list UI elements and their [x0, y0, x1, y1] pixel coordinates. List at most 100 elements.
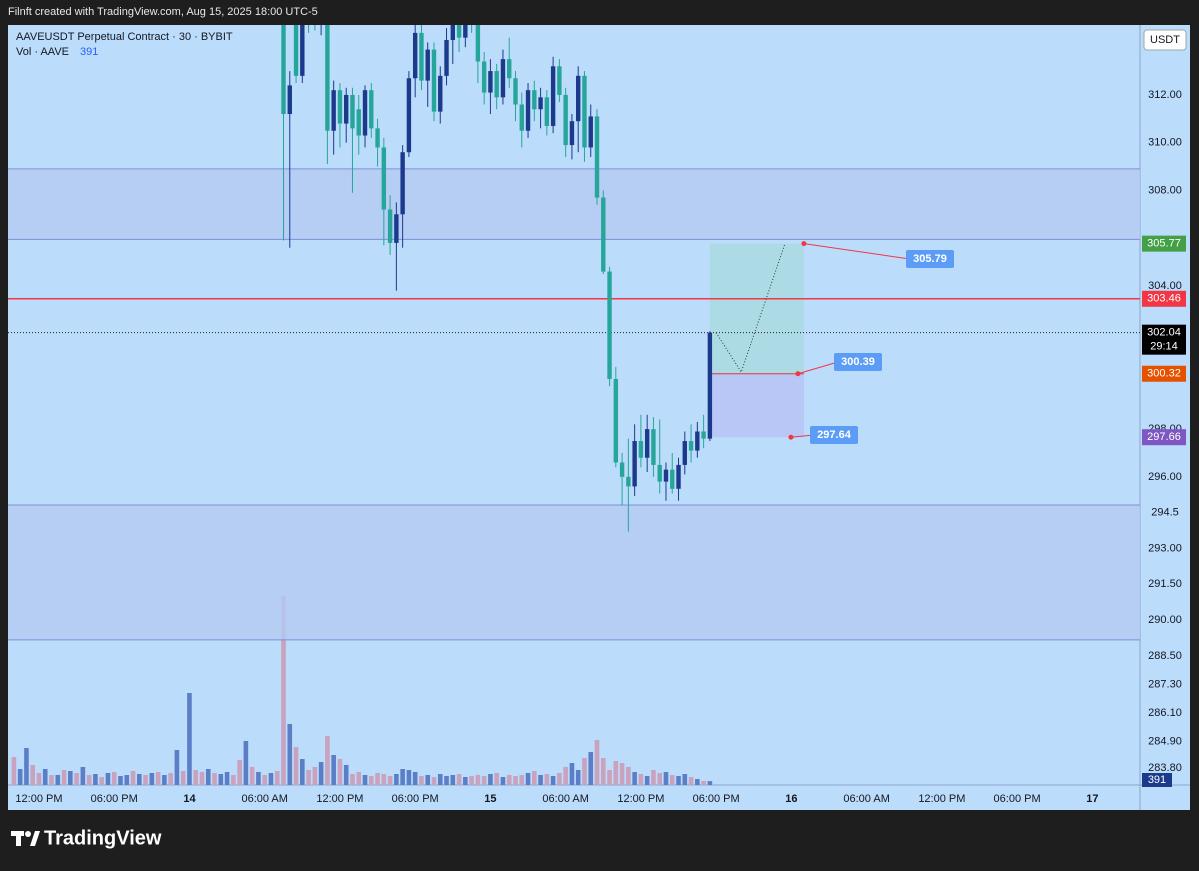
target-zone — [709, 243, 804, 374]
y-tick-label: 310.00 — [1148, 137, 1182, 149]
volume-bar — [463, 777, 468, 785]
candle-body — [688, 441, 694, 451]
candle-body — [626, 476, 631, 487]
volume-bar — [237, 760, 242, 785]
volume-bar — [613, 761, 619, 785]
volume-bar — [61, 770, 67, 785]
candle-body — [582, 75, 587, 148]
candle-body — [475, 25, 481, 62]
x-tick-label: 06:00 PM — [392, 793, 439, 805]
volume-bar — [444, 776, 449, 785]
callout-box — [906, 250, 954, 268]
volume-bar — [494, 773, 499, 785]
x-tick-label: 06:00 PM — [693, 793, 740, 805]
candle-body — [519, 104, 524, 131]
volume-bar — [481, 776, 487, 785]
x-tick-label: 06:00 PM — [91, 793, 138, 805]
candle-body — [331, 90, 336, 131]
x-tick-label: 06:00 PM — [994, 793, 1041, 805]
y-tick-label: 283.80 — [1148, 762, 1182, 774]
volume-bar — [532, 771, 537, 785]
volume-bar — [243, 741, 249, 785]
y-tick-label: 304.00 — [1148, 280, 1182, 292]
volume-bar — [682, 774, 688, 785]
volume-bar — [607, 770, 612, 785]
volume-bar — [419, 776, 424, 785]
volume-bar — [701, 781, 706, 785]
volume-bar — [218, 774, 224, 785]
stop-zone — [709, 373, 804, 438]
candle-body — [594, 116, 600, 198]
volume-bar — [506, 775, 512, 785]
volume-bar — [663, 772, 669, 785]
stop-badge — [1142, 429, 1186, 446]
volume-bar — [331, 755, 336, 785]
volume-bar — [557, 773, 562, 785]
volume-bar — [168, 773, 173, 785]
volume-bar — [337, 759, 343, 785]
target-label: 305.77 — [1147, 238, 1181, 250]
plot — [8, 25, 1140, 785]
candle-body — [701, 431, 706, 439]
volume-bar — [93, 774, 98, 785]
projection-path — [715, 243, 786, 374]
candle-body — [356, 109, 361, 136]
volume-bar — [136, 774, 142, 785]
volume-bar — [262, 775, 267, 785]
volume-bar — [212, 773, 217, 785]
volume-bar — [30, 765, 36, 785]
volume-bar — [224, 772, 230, 785]
volume-bar — [362, 775, 368, 785]
volume-bar — [588, 752, 594, 785]
candle-body — [293, 25, 299, 76]
candle-body — [488, 71, 493, 93]
volume-bar — [544, 774, 550, 785]
volume-bar — [68, 771, 73, 785]
volume-bar — [118, 776, 123, 785]
x-tick-label: 14 — [183, 793, 196, 805]
volume-bar — [519, 775, 525, 785]
y-tick-label: 287.30 — [1148, 678, 1182, 690]
volume-bar — [187, 693, 192, 785]
candle-body — [525, 90, 531, 131]
volume-bar — [676, 776, 681, 785]
callout-anchor — [788, 434, 794, 440]
candle-body — [576, 75, 581, 122]
candle-body — [412, 32, 418, 79]
candle-body — [607, 271, 612, 379]
candle-body — [507, 59, 512, 79]
volume-bar — [74, 773, 79, 785]
volume-bar — [193, 770, 199, 785]
volume-bar — [268, 773, 274, 785]
x-tick-label: 12:00 PM — [617, 793, 664, 805]
volume-bar — [17, 769, 23, 785]
candle-body — [381, 147, 387, 210]
volume-bar — [155, 772, 161, 785]
x-tick-label: 17 — [1086, 793, 1098, 805]
y-tick-label: 291.50 — [1148, 578, 1182, 590]
candle-body — [588, 116, 593, 148]
volume-bar — [569, 763, 575, 785]
candle-body — [394, 214, 399, 243]
volume-bar — [582, 758, 587, 785]
volume-bar — [318, 762, 324, 785]
candle-body — [369, 90, 374, 129]
callout-label: 305.79 — [913, 253, 947, 265]
volume-bar — [475, 775, 481, 785]
volume-bar — [55, 775, 61, 785]
candle-body — [387, 209, 393, 243]
candle-body — [456, 25, 462, 38]
resistance-label: 303.46 — [1147, 293, 1181, 305]
candle-body — [444, 40, 449, 76]
attribution: Filnft created with TradingView.com, Aug… — [8, 6, 318, 18]
volume-bar — [231, 775, 236, 785]
currency: USDT — [1150, 34, 1180, 46]
volume-bar — [300, 759, 305, 785]
volume-bar — [111, 772, 117, 785]
volume-bar — [325, 736, 330, 785]
entry-label: 300.32 — [1147, 368, 1181, 380]
candle-body — [557, 66, 562, 95]
volume-bar — [143, 775, 148, 785]
candle-body — [569, 121, 575, 146]
